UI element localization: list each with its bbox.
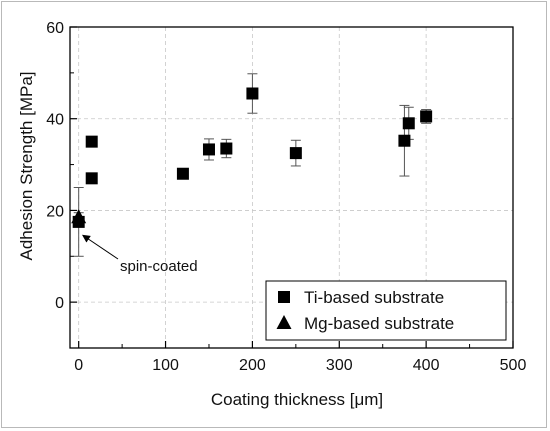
tick-labels: 0 100 200 300 400 500 0 20 40 60: [46, 20, 526, 374]
x-tick-label: 300: [326, 357, 353, 374]
data-point-ti: [246, 87, 259, 100]
y-tick-label: 40: [46, 112, 64, 129]
data-point-ti: [289, 147, 302, 160]
x-tick-label: 400: [413, 357, 440, 374]
plot-area: [69, 26, 514, 349]
legend-marker: [278, 291, 290, 303]
legend: Ti-based substrate Mg-based substrate: [265, 280, 507, 341]
data-markers: [71, 87, 433, 228]
legend-marker: [276, 315, 292, 329]
axis-ticks: [70, 26, 514, 348]
annotation-arrow: [82, 234, 119, 260]
data-point-ti: [420, 110, 433, 123]
y-tick-label: 20: [46, 203, 64, 220]
legend-entry: Ti-based substrate: [304, 288, 444, 307]
x-tick-label: 200: [239, 357, 266, 374]
error-bars: [73, 73, 432, 257]
data-point-ti: [398, 134, 411, 147]
legend-box: [265, 280, 507, 341]
legend-entry: Mg-based substrate: [304, 314, 454, 333]
x-tick-label: 0: [74, 357, 83, 374]
annotations: spin-coated: [82, 234, 198, 275]
data-point-ti: [220, 142, 233, 155]
data-point-ti: [176, 167, 189, 180]
data-point-ti: [202, 143, 215, 156]
annotation-spin-coated: spin-coated: [120, 258, 198, 275]
data-point-mg: [71, 209, 87, 224]
y-tick-label: 60: [46, 20, 64, 37]
x-axis-label: Coating thickness [μm]: [211, 390, 383, 409]
data-point-ti: [85, 135, 98, 148]
data-point-ti: [85, 172, 98, 185]
y-axis-label: Adhesion Strength [MPa]: [17, 71, 36, 260]
x-tick-label: 500: [500, 357, 527, 374]
data-point-ti: [402, 117, 415, 130]
y-tick-label: 0: [55, 295, 64, 312]
x-tick-label: 100: [152, 357, 179, 374]
